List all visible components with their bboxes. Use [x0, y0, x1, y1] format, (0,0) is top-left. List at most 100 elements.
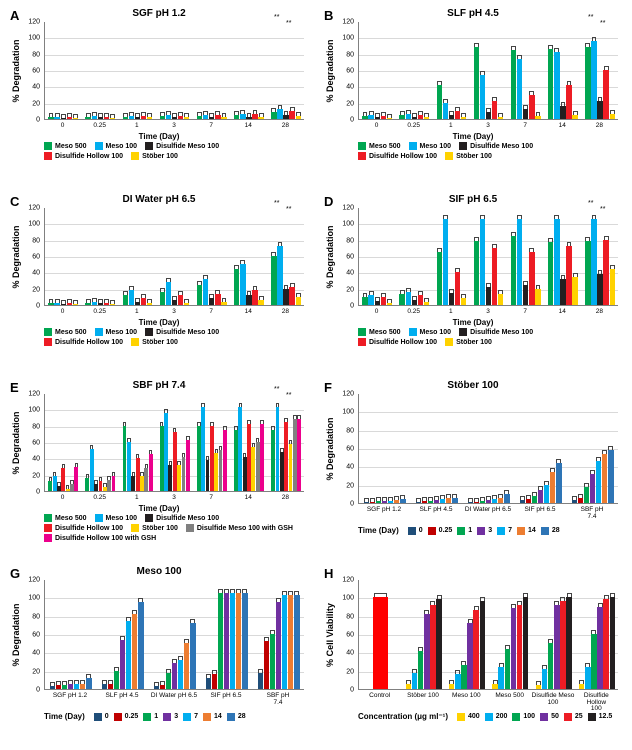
legend-item: 7: [183, 713, 198, 721]
bar: [591, 634, 597, 689]
legend-label: Stöber 100: [456, 153, 492, 160]
bar: [610, 597, 616, 689]
bar: [172, 663, 177, 689]
legend-label: Meso 500: [55, 143, 87, 150]
bar: [129, 290, 134, 305]
legend-label: Stöber 100: [142, 339, 178, 346]
gridline: [359, 87, 618, 88]
legend-item: Stöber 100: [445, 152, 492, 160]
bar: [223, 430, 227, 491]
bar: [243, 457, 247, 491]
x-tick: Disulfide Hollow 100: [582, 693, 610, 713]
y-axis-label: % Degradation: [11, 22, 21, 120]
y-axis-label: % Cell Viability: [325, 580, 335, 690]
y-tick: 120: [22, 205, 40, 212]
bar: [375, 117, 380, 119]
legend-item: 400: [457, 713, 480, 721]
panel-G: GMeso 100020406080100120% DegradationSGF…: [8, 564, 310, 744]
bar: [230, 593, 235, 689]
legend-swatch: [358, 338, 366, 346]
legend-label: Disulfide Hollow 100: [55, 525, 123, 532]
legend-item: Meso 500: [358, 328, 401, 336]
legend-label: 50: [551, 713, 559, 720]
legend-swatch: [541, 527, 549, 535]
x-tick: DI Water pH 6.5: [465, 507, 511, 514]
gridline: [45, 104, 304, 105]
legend-swatch: [163, 713, 171, 721]
bar: [468, 502, 473, 503]
legend-swatch: [143, 713, 151, 721]
bar: [498, 294, 503, 305]
x-tick: Meso 500: [495, 693, 524, 700]
y-tick: 80: [336, 237, 354, 244]
x-tick: SGF pH 1.2: [367, 507, 401, 514]
bar: [526, 499, 531, 503]
x-tick: 0.25: [407, 123, 420, 130]
bar: [240, 264, 245, 305]
bar: [424, 614, 430, 689]
legend-swatch: [457, 527, 465, 535]
y-tick: 100: [22, 407, 40, 414]
significance-marker: **: [588, 200, 593, 207]
legend-label: 14: [214, 713, 222, 720]
legend-label: Disulfide Meso 100: [470, 143, 533, 150]
plot-area: [44, 580, 304, 690]
y-tick: 100: [336, 221, 354, 228]
legend-swatch: [44, 338, 52, 346]
bar: [85, 303, 90, 305]
bar: [406, 684, 412, 689]
bar: [62, 685, 67, 689]
x-tick: 1: [135, 495, 139, 502]
x-tick: 7: [209, 309, 213, 316]
bar: [271, 256, 276, 305]
bar: [98, 303, 103, 305]
bar: [289, 111, 294, 119]
legend-label: Meso 500: [369, 143, 401, 150]
legend-swatch: [485, 713, 493, 721]
plot-area: [44, 22, 304, 120]
legend-swatch: [131, 338, 139, 346]
bar: [505, 649, 511, 689]
bar: [461, 298, 466, 305]
gridline: [359, 467, 618, 468]
y-tick: 20: [336, 100, 354, 107]
bar: [498, 117, 503, 119]
bar: [480, 75, 485, 119]
bar: [532, 496, 537, 503]
bar: [258, 300, 263, 305]
y-tick: 20: [336, 286, 354, 293]
bar: [102, 684, 107, 689]
legend-swatch: [203, 713, 211, 721]
x-axis-label: Time (Day): [8, 132, 310, 141]
panel-F: FStöber 100020406080100120% DegradationS…: [322, 378, 624, 558]
bar: [160, 292, 165, 305]
bar: [422, 501, 427, 503]
gridline: [359, 672, 618, 673]
legend-label: 400: [468, 713, 480, 720]
bar: [418, 115, 423, 119]
bar: [597, 101, 602, 119]
y-tick: 120: [336, 577, 354, 584]
bar: [542, 669, 548, 689]
legend-item: 200: [485, 713, 508, 721]
bar: [560, 106, 565, 119]
bar: [449, 293, 454, 305]
bar: [123, 426, 127, 491]
bar: [474, 47, 479, 119]
legend-swatch: [409, 142, 417, 150]
x-tick: 1: [449, 123, 453, 130]
bar: [271, 430, 275, 491]
legend-label: 28: [552, 527, 560, 534]
legend-title: Time (Day): [358, 526, 399, 535]
bar: [387, 118, 392, 119]
bar: [218, 593, 223, 689]
bar: [597, 607, 603, 690]
legend-swatch: [44, 534, 52, 542]
y-tick: 100: [22, 35, 40, 42]
y-tick: 120: [336, 205, 354, 212]
legend-item: 28: [227, 713, 246, 721]
bar: [258, 673, 263, 690]
y-tick: 40: [336, 270, 354, 277]
gridline: [45, 598, 304, 599]
legend-label: 0.25: [439, 527, 453, 534]
